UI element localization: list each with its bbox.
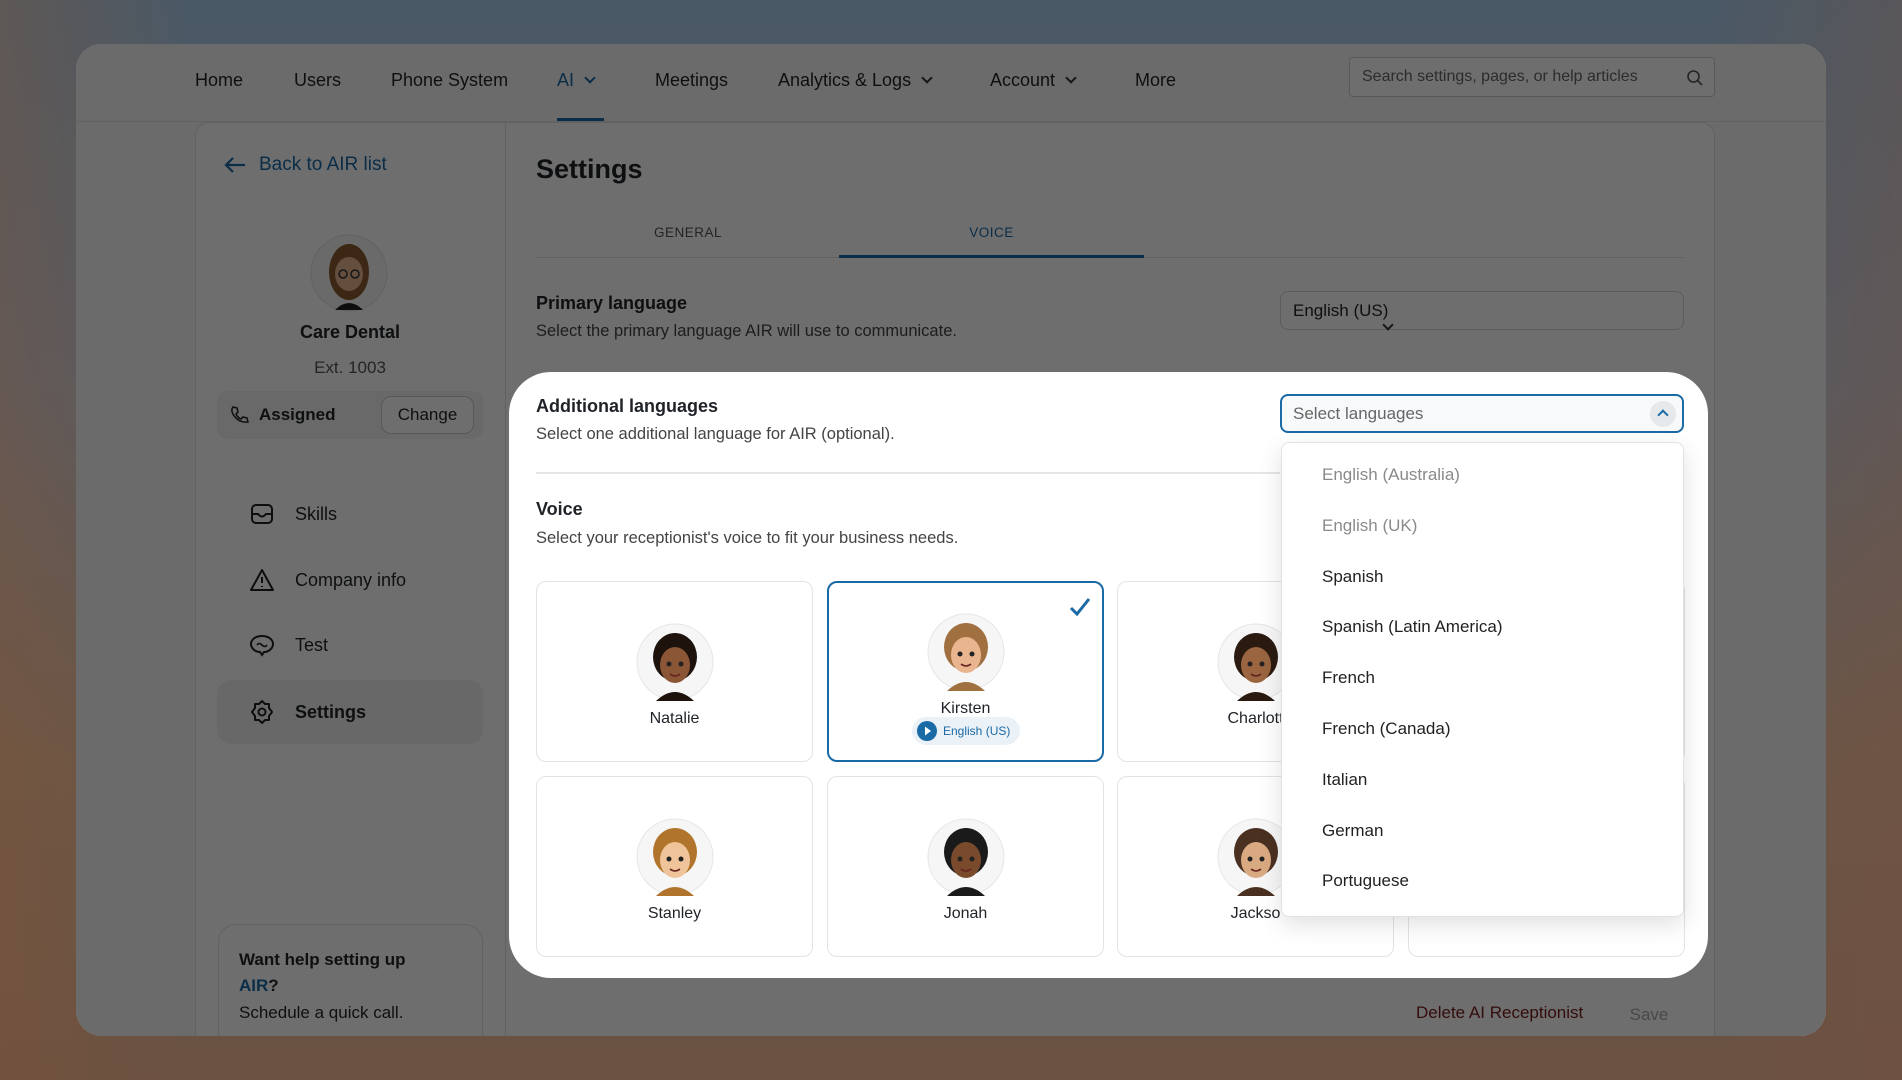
tab-voice[interactable]: VOICE (969, 225, 1014, 240)
sidebar-item-skills[interactable]: Skills (217, 482, 483, 546)
nav-account[interactable]: Account (990, 70, 1077, 91)
search-placeholder: Search settings, pages, or help articles (1362, 68, 1638, 85)
nav-active-indicator (557, 118, 604, 121)
chevron-down-icon (921, 72, 933, 84)
app-window: Home Users Phone System AI Meetings Anal… (76, 44, 1826, 1036)
sidebar-item-label: Settings (295, 701, 367, 722)
nav-home[interactable]: Home (195, 70, 244, 90)
tab-general[interactable]: GENERAL (653, 225, 723, 240)
save-button[interactable]: Save (1613, 995, 1685, 1035)
primary-language-label: Primary language (536, 293, 688, 313)
nav-account-label: Account (990, 70, 1056, 90)
search-icon (1687, 70, 1703, 86)
help-subtitle: Schedule a quick call. (239, 1003, 404, 1022)
air-avatar (310, 234, 388, 312)
primary-language-desc: Select the primary language AIR will use… (536, 322, 957, 340)
sidebar-item-test[interactable]: Test (217, 613, 483, 677)
chevron-down-icon (584, 72, 596, 84)
air-extension: Ext. 1003 (314, 358, 386, 377)
nav-users[interactable]: Users (294, 70, 342, 90)
sidebar-item-label: Skills (295, 503, 338, 524)
primary-language-value: English (US) (1293, 301, 1389, 320)
air-name: Care Dental (299, 322, 401, 342)
search-input[interactable]: Search settings, pages, or help articles (1349, 57, 1715, 97)
tab-active-indicator (839, 255, 1144, 258)
nav-more[interactable]: More (1135, 70, 1177, 90)
nav-analytics[interactable]: Analytics & Logs (778, 70, 933, 91)
sidebar-divider (505, 122, 506, 1036)
help-title: Want help setting up (239, 950, 406, 969)
nav-ai-label: AI (557, 70, 575, 90)
change-button[interactable]: Change (381, 396, 474, 434)
back-label: Back to AIR list (259, 154, 387, 175)
nav-ai[interactable]: AI (557, 70, 596, 91)
nav-phone-system[interactable]: Phone System (391, 70, 509, 90)
sidebar-item-label: Company info (295, 569, 407, 590)
chevron-down-icon (1065, 72, 1077, 84)
assigned-pill: Assigned Change (217, 391, 483, 439)
nav-meetings[interactable]: Meetings (655, 70, 729, 90)
warning-icon (250, 569, 274, 591)
sidebar-item-label: Test (295, 634, 329, 655)
sidebar-item-company-info[interactable]: Company info (217, 548, 483, 612)
assigned-label: Assigned (259, 405, 336, 424)
back-link[interactable]: Back to AIR list (223, 154, 387, 176)
primary-language-select[interactable]: English (US) (1280, 291, 1684, 331)
help-air: AIR (239, 976, 269, 995)
chat-icon (249, 634, 275, 657)
phone-icon (231, 406, 249, 423)
arrow-left-icon (224, 157, 245, 173)
help-q: ? (268, 976, 279, 995)
help-card[interactable]: Want help setting up AIR? Schedule a quic… (218, 924, 483, 1036)
nav-analytics-label: Analytics & Logs (778, 70, 912, 90)
page-title: Settings (536, 154, 643, 184)
gear-icon (251, 700, 273, 724)
highlight-panel (509, 372, 1708, 978)
nav-divider (76, 121, 1826, 122)
sidebar-item-settings[interactable]: Settings (217, 680, 483, 744)
delete-button[interactable]: Delete AI Receptionist (1416, 1003, 1584, 1022)
inbox-icon (251, 504, 273, 524)
chevron-down-icon (1382, 319, 1395, 331)
